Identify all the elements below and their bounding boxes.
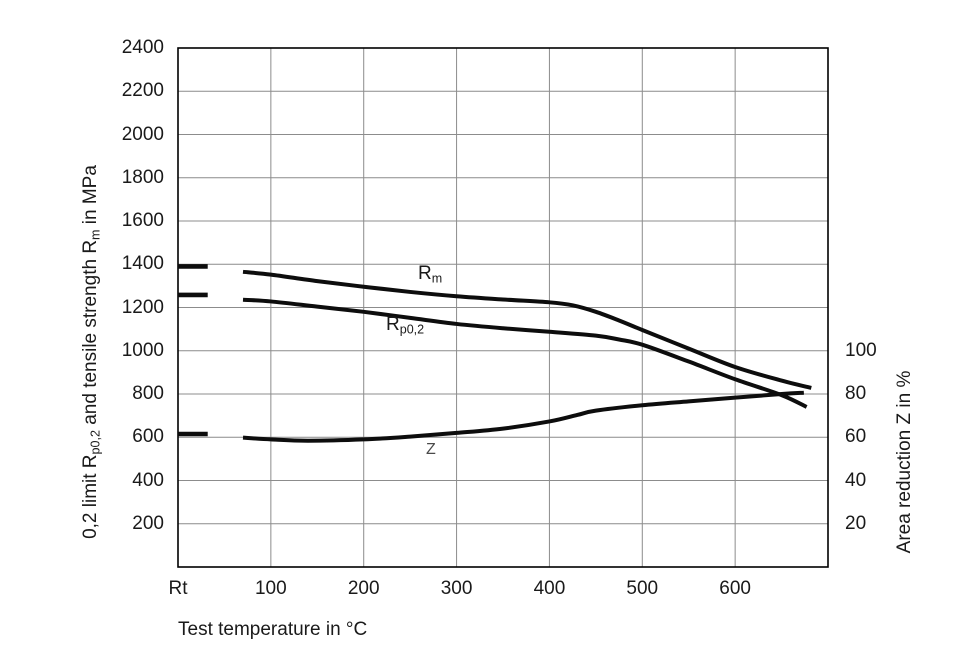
subscript: p0,2 <box>88 430 103 455</box>
plot-border <box>177 47 829 568</box>
text-part: and tensile strength R <box>79 239 101 431</box>
curve-Z <box>242 390 804 443</box>
x-tick-500: 500 <box>626 578 659 599</box>
y-right-tick-100: 100 <box>845 339 877 361</box>
subscript: m <box>88 229 103 240</box>
x-tick-600: 600 <box>719 578 751 599</box>
curve-Rm <box>242 269 812 390</box>
x-tick-400: 400 <box>533 578 566 599</box>
curve-Rp0,2 <box>242 297 808 409</box>
y-right-tick-60: 60 <box>845 426 867 448</box>
y-left-tick-1400: 1400 <box>121 253 164 275</box>
y-left-tick-1600: 1600 <box>121 210 164 231</box>
y-left-tick-1800: 1800 <box>121 166 164 188</box>
y-left-tick-1000: 1000 <box>121 339 164 361</box>
x-tick-Rt: Rt <box>168 578 188 599</box>
y-axis-left-title: 0,2 limit Rp0,2 and tensile strength Rm … <box>80 165 103 539</box>
y-axis-right-title: Area reduction Z in % <box>894 370 915 554</box>
curve-label-Rm: Rm <box>418 263 442 286</box>
y-left-tick-1200: 1200 <box>121 296 164 318</box>
x-tick-300: 300 <box>440 578 473 599</box>
text-part: R <box>418 263 432 284</box>
curve-label-Z: Z <box>426 441 436 459</box>
y-right-tick-40: 40 <box>845 469 867 491</box>
y-left-tick-600: 600 <box>132 426 164 448</box>
x-tick-100: 100 <box>254 578 287 599</box>
text-part: Z <box>426 441 436 458</box>
y-left-tick-2000: 2000 <box>121 123 164 145</box>
text-part: R <box>386 314 400 335</box>
text-part: 0,2 limit R <box>79 454 101 539</box>
y-right-tick-80: 80 <box>845 383 867 404</box>
subscript: m <box>431 271 443 286</box>
curve-label-Rp0-2: Rp0,2 <box>386 314 424 337</box>
y-left-tick-400: 400 <box>132 469 164 491</box>
y-left-tick-200: 200 <box>132 512 164 534</box>
text-part: in MPa <box>79 165 101 230</box>
x-axis-title: Test temperature in °C <box>178 619 368 640</box>
y-left-tick-2400: 2400 <box>121 37 164 58</box>
subscript: p0,2 <box>399 322 425 337</box>
y-left-tick-2200: 2200 <box>121 80 164 102</box>
y-left-tick-800: 800 <box>132 383 164 404</box>
y-right-tick-20: 20 <box>845 512 867 534</box>
x-tick-200: 200 <box>347 578 380 599</box>
